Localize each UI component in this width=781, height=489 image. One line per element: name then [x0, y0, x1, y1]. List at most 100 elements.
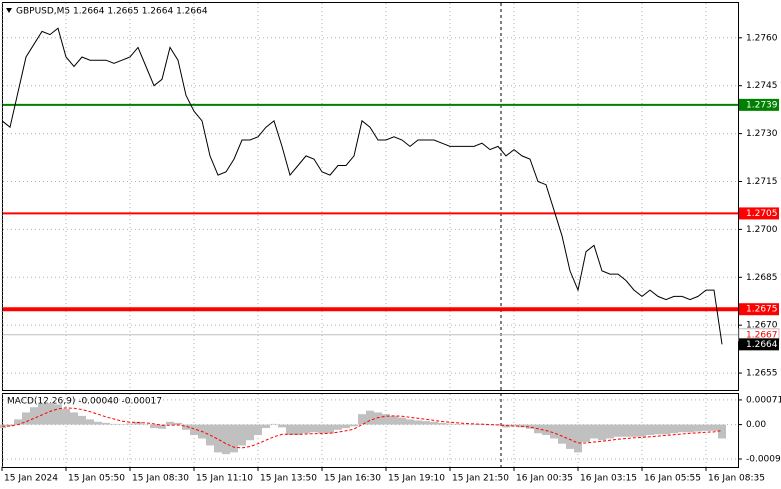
histogram-bar — [390, 415, 398, 425]
histogram-bar — [622, 424, 630, 437]
histogram-bar — [246, 424, 254, 441]
level-label-box — [739, 303, 779, 316]
histogram-bar — [526, 424, 534, 429]
histogram-bar — [174, 422, 182, 425]
histogram-bar — [182, 424, 190, 430]
y-tick-label: 1.2715 — [746, 177, 778, 187]
histogram-bar — [710, 424, 718, 431]
histogram-bar — [654, 424, 662, 435]
histogram-bar — [590, 424, 598, 439]
histogram-bar — [270, 423, 278, 425]
histogram-bar — [102, 422, 110, 425]
histogram-bar — [686, 424, 694, 433]
histogram-bar — [510, 424, 518, 427]
histogram-bar — [310, 424, 318, 433]
histogram-bar — [406, 419, 414, 425]
histogram-bar — [126, 423, 134, 425]
histogram-bar — [422, 421, 430, 425]
histogram-bar — [646, 424, 654, 436]
level-label-box — [739, 207, 779, 220]
histogram-bar — [262, 424, 270, 429]
histogram-bar — [630, 424, 638, 437]
histogram-bar — [606, 424, 614, 439]
histogram-bar — [574, 424, 582, 453]
x-tick-label: 15 Jan 11:10 — [196, 474, 253, 484]
histogram-bar — [454, 423, 462, 425]
x-tick-label: 15 Jan 16:30 — [324, 474, 381, 484]
price-line — [1, 27, 723, 345]
histogram-bar — [470, 424, 478, 426]
y-tick-label: 1.2730 — [746, 129, 778, 139]
histogram-bar — [542, 424, 550, 436]
histogram-bar — [582, 424, 590, 442]
histogram-bar — [110, 423, 118, 425]
y-tick-label: 1.2700 — [746, 225, 778, 235]
histogram-bar — [230, 424, 238, 453]
histogram-bar — [38, 403, 46, 425]
ask-label: 1.2667 — [746, 330, 778, 340]
histogram-bar — [438, 422, 446, 425]
histogram-bar — [286, 424, 294, 436]
histogram-bar — [614, 424, 622, 437]
histogram-bar — [134, 421, 142, 425]
histogram-bar — [382, 414, 390, 425]
histogram-bar — [62, 408, 70, 425]
histogram-bar — [702, 424, 710, 431]
histogram-bar — [94, 421, 102, 425]
histogram-bar — [598, 424, 606, 441]
chart-title: GBPUSD,M5 1.2664 1.2665 1.2664 1.2664 — [16, 7, 208, 17]
histogram-bar — [718, 424, 726, 439]
histogram-bar — [214, 424, 222, 453]
histogram-bar — [326, 424, 334, 434]
histogram-bar — [638, 424, 646, 437]
histogram-bar — [694, 424, 702, 432]
x-tick-label: 16 Jan 08:35 — [708, 474, 765, 484]
histogram-bar — [142, 424, 150, 426]
symbol-icon — [6, 8, 12, 13]
histogram-bar — [14, 419, 22, 425]
histogram-bar — [446, 423, 454, 425]
histogram-bar — [318, 424, 326, 434]
y-tick-label: 1.2760 — [746, 33, 778, 43]
histogram-bar — [350, 424, 358, 427]
histogram-bar — [86, 419, 94, 425]
x-tick-label: 16 Jan 05:55 — [644, 474, 701, 484]
histogram-bar — [374, 412, 382, 425]
x-tick-label: 15 Jan 13:50 — [260, 474, 317, 484]
histogram-bar — [566, 424, 574, 449]
histogram-bar — [206, 424, 214, 446]
histogram-bar — [118, 424, 126, 426]
x-tick-label: 16 Jan 00:35 — [516, 474, 573, 484]
level-label: 1.2705 — [746, 209, 778, 219]
y-tick-label: 0.00071 — [746, 395, 781, 405]
y-tick-label: 1.2655 — [746, 369, 778, 379]
histogram-bar — [366, 410, 374, 425]
last-label: 1.2664 — [746, 340, 778, 350]
x-tick-label: 15 Jan 21:50 — [452, 474, 509, 484]
x-tick-label: 15 Jan 05:50 — [68, 474, 125, 484]
x-tick-label: 15 Jan 08:30 — [132, 474, 189, 484]
last-label-box — [739, 338, 779, 351]
histogram-bar — [430, 421, 438, 425]
histogram-bar — [6, 424, 14, 427]
histogram-bar — [46, 403, 54, 425]
histogram-bar — [222, 424, 230, 455]
histogram-bar — [678, 424, 686, 433]
histogram-bar — [190, 424, 198, 436]
histogram-bar — [166, 421, 174, 425]
level-label: 1.2739 — [746, 100, 778, 110]
histogram-bar — [78, 415, 86, 425]
y-tick-label: 1.2685 — [746, 273, 778, 283]
histogram-bar — [334, 424, 342, 430]
y-tick-label: 0.00 — [746, 420, 766, 430]
x-tick-label: 15 Jan 2024 — [4, 474, 58, 484]
x-tick-label: 16 Jan 03:15 — [580, 474, 637, 484]
histogram-bar — [54, 404, 62, 425]
histogram-bar — [30, 407, 38, 425]
histogram-bar — [486, 424, 494, 426]
histogram-bar — [238, 424, 246, 446]
histogram-bar — [302, 424, 310, 434]
histogram-bar — [358, 414, 366, 425]
histogram-bar — [294, 424, 302, 436]
